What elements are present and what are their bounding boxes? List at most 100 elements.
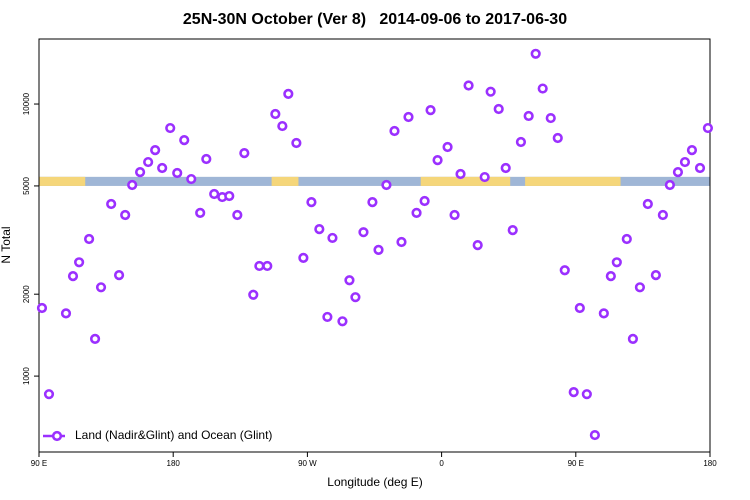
- point: [84, 233, 95, 245]
- point: [224, 190, 235, 202]
- point: [515, 136, 527, 148]
- point: [657, 209, 668, 221]
- point: [493, 103, 504, 115]
- point: [389, 125, 400, 137]
- x-tick-label: 180: [703, 459, 717, 468]
- point: [314, 223, 325, 235]
- point: [195, 207, 206, 218]
- point: [291, 137, 302, 149]
- point: [679, 156, 691, 168]
- point: [74, 257, 85, 268]
- ocean-band: [39, 176, 710, 186]
- point: [485, 86, 496, 97]
- point: [306, 197, 317, 208]
- x-tick-label: 90 E: [568, 459, 584, 468]
- point: [165, 122, 176, 134]
- point: [686, 145, 698, 156]
- legend-marker: [51, 430, 63, 442]
- point: [157, 162, 168, 174]
- point: [89, 333, 101, 344]
- point: [95, 282, 107, 293]
- point: [634, 282, 646, 293]
- point: [568, 387, 579, 398]
- point: [201, 153, 212, 165]
- point: [598, 308, 609, 319]
- point: [36, 302, 48, 314]
- point: [209, 188, 220, 200]
- point: [664, 179, 675, 191]
- point: [350, 292, 361, 303]
- point: [472, 240, 483, 251]
- point: [232, 209, 243, 221]
- point: [373, 244, 384, 255]
- point: [642, 198, 653, 210]
- point: [537, 83, 548, 94]
- point: [425, 104, 436, 116]
- point: [239, 148, 250, 159]
- point: [611, 257, 622, 268]
- point: [106, 198, 117, 210]
- point: [327, 232, 338, 244]
- point: [67, 271, 79, 282]
- point: [134, 167, 146, 178]
- point: [621, 233, 632, 245]
- land-band: [39, 176, 86, 186]
- legend-label: Land (Nadir&Glint) and Ocean (Glint): [75, 428, 272, 442]
- y-tick-label: 10000: [22, 92, 31, 115]
- point: [419, 195, 430, 207]
- point: [627, 333, 639, 344]
- point: [270, 108, 281, 120]
- point: [179, 134, 190, 146]
- y-tick-label: 2000: [22, 285, 31, 303]
- point: [186, 173, 197, 185]
- x-tick-label: 90 E: [31, 459, 47, 468]
- point: [367, 197, 378, 208]
- point: [254, 260, 265, 272]
- land-band: [420, 176, 511, 186]
- point: [248, 289, 259, 300]
- point: [507, 225, 518, 236]
- point: [463, 80, 474, 91]
- point: [702, 122, 714, 134]
- x-axis-label: Longitude (deg E): [327, 475, 422, 489]
- x-tick-label: 180: [167, 459, 181, 468]
- y-tick-label: 5000: [22, 176, 31, 194]
- point: [432, 155, 443, 166]
- point: [127, 179, 138, 191]
- point: [150, 145, 161, 156]
- point: [262, 260, 273, 272]
- point: [172, 167, 183, 179]
- land-band: [525, 176, 621, 186]
- point: [523, 110, 534, 122]
- y-axis-label: N Total: [0, 226, 13, 263]
- point: [396, 236, 407, 248]
- y-tick-label: 1000: [22, 367, 31, 385]
- point: [442, 141, 453, 153]
- point: [322, 311, 333, 323]
- point: [358, 227, 369, 238]
- point: [143, 156, 154, 168]
- point: [411, 207, 422, 218]
- point: [530, 48, 541, 59]
- point: [113, 270, 125, 281]
- point: [120, 209, 131, 221]
- point: [500, 162, 511, 174]
- point: [381, 179, 392, 191]
- point: [277, 120, 288, 132]
- point: [455, 168, 466, 180]
- point: [298, 252, 309, 263]
- point: [403, 111, 414, 123]
- point: [283, 88, 294, 99]
- point: [60, 308, 72, 319]
- point: [672, 167, 684, 178]
- point: [344, 275, 355, 286]
- point: [337, 316, 348, 327]
- plot-frame: [38, 38, 711, 453]
- point: [545, 112, 556, 124]
- point: [605, 271, 616, 282]
- point: [574, 302, 585, 314]
- point: [479, 171, 490, 183]
- x-tick-label: 90 W: [298, 459, 317, 468]
- point: [552, 132, 563, 144]
